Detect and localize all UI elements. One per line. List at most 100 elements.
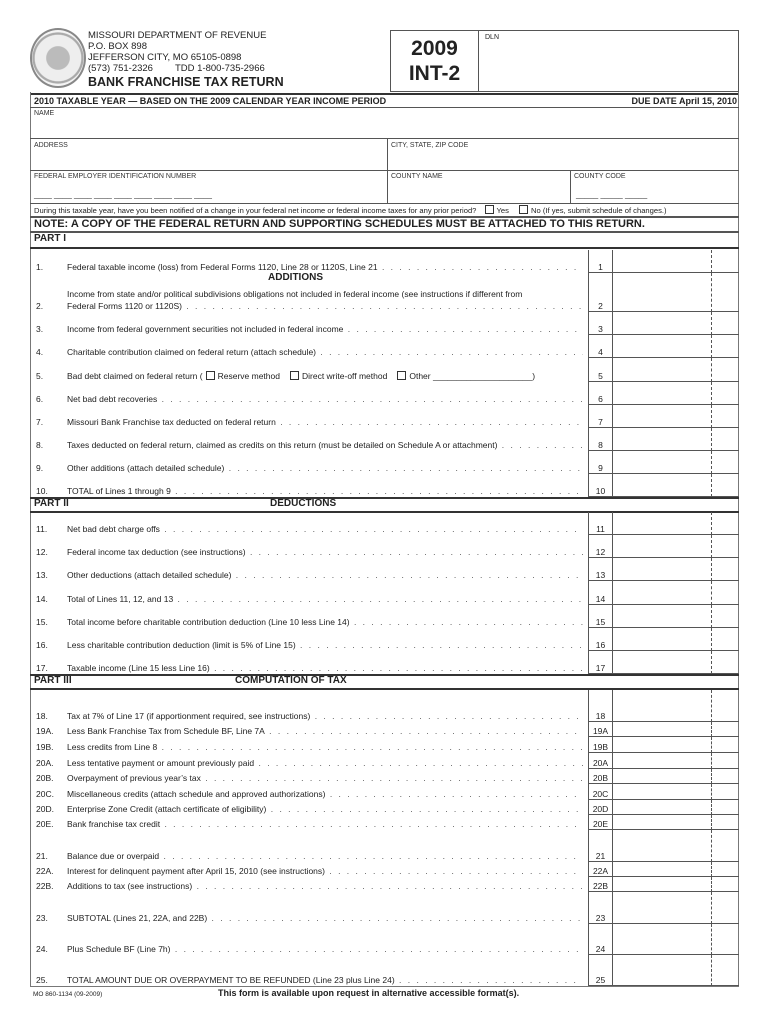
line-7-amount-field[interactable] [612,405,739,428]
line-box: 20A [588,753,613,769]
line-8-amount-field[interactable] [612,428,739,451]
line-box-number: 13 [595,570,606,580]
line-box-number: 20B [592,773,609,783]
line-text: Less credits from Line 8 [67,742,158,752]
dot-leader: . . . . . . . . . . . . . . . . . . . . … [211,913,583,923]
line-17-amount-field[interactable] [612,651,739,674]
line-21-amount-field[interactable] [612,830,739,862]
line-box: 19A [588,722,613,737]
line-number: 12. [36,547,48,557]
line-number: 21. [36,851,48,861]
line-box-number: 2 [598,301,603,311]
county-code-field[interactable]: _____ _____ _____ [576,190,648,199]
name-label: NAME [34,110,55,117]
line-14-amount-field[interactable] [612,581,739,605]
line-number: 19A. [36,726,54,736]
form-title: BANK FRANCHISE TAX RETURN [88,75,284,89]
line-20B-row: 20B. Overpayment of previous year’s tax … [30,769,739,784]
line-box-number: 17 [595,663,606,673]
line-13-amount-field[interactable] [612,558,739,581]
county-name-field[interactable] [388,171,569,203]
line-box-number: 19A [592,726,609,736]
reserve-method-checkbox[interactable] [205,371,215,380]
line-box-number: 3 [598,324,603,334]
line-description: Less Bank Franchise Tax from Schedule BF… [67,726,583,736]
direct-write-off-checkbox[interactable] [289,371,299,380]
line-text: SUBTOTAL (Lines 21, 22A, and 22B) [67,913,208,923]
city-state-zip-field[interactable] [388,139,738,170]
fein-field[interactable]: ____ ____ ____ ____ ____ ____ ____ ____ … [34,190,212,199]
line-22B-amount-field[interactable] [612,877,739,892]
line-text: Less charitable contribution deduction (… [67,640,296,650]
line-number: 10. [36,486,48,496]
address-field[interactable] [31,139,386,170]
dot-leader: . . . . . . . . . . . . . . . . . . . . … [177,594,583,604]
line-20C-amount-field[interactable] [612,784,739,800]
line-6-amount-field[interactable] [612,382,739,405]
no-checkbox[interactable] [519,205,529,214]
line-22A-amount-field[interactable] [612,862,739,877]
line-20A-amount-field[interactable] [612,753,739,769]
yes-checkbox[interactable] [484,205,494,214]
line-20C-row: 20C. Miscellaneous credits (attach sched… [30,784,739,800]
dot-leader: . . . . . . . . . . . . . . . . . . . . … [196,881,583,891]
line-6-row: 6. Net bad debt recoveries . . . . . . .… [30,382,739,405]
dot-leader: . . . . . . . . . . . . . . . . . . . . … [320,347,583,357]
line-5-amount-field[interactable] [612,358,739,382]
line-2-amount-field[interactable] [612,273,739,312]
name-field[interactable] [31,108,738,138]
line-number: 19B. [36,742,54,752]
line-box-number: 21 [595,851,606,861]
dot-leader: . . . . . . . . . . . . . . . . . . . . … [164,524,583,534]
line-23-amount-field[interactable] [612,892,739,924]
line-15-amount-field[interactable] [612,605,739,628]
line-box-number: 25 [595,975,606,985]
line-box-number: 1 [598,262,603,272]
line-box: 1 [588,250,613,273]
city-state-zip-label: CITY, STATE, ZIP CODE [391,142,469,149]
line-text: Less Bank Franchise Tax from Schedule BF… [67,726,265,736]
dot-leader: . . . . . . . . . . . . . . . . . . . . … [161,742,583,752]
line-box: 11 [588,512,613,535]
line-24-amount-field[interactable] [612,924,739,955]
line-box-number: 19B [592,742,609,752]
line-20D-amount-field[interactable] [612,800,739,815]
line-10-amount-field[interactable] [612,474,739,497]
line-text: Bad debt claimed on federal return ( [67,371,203,381]
line-box: 2 [588,273,613,312]
line-box: 18 [588,690,613,722]
dot-leader: . . . . . . . . . . . . . . . . . . . . … [329,789,583,799]
line-16-amount-field[interactable] [612,628,739,651]
line-text: Other additions (attach detailed schedul… [67,463,225,473]
other-field[interactable]: _____________________ [432,371,533,381]
line-box: 16 [588,628,613,651]
fein-label: FEDERAL EMPLOYER IDENTIFICATION NUMBER [34,173,197,180]
line-20E-row: 20E. Bank franchise tax credit . . . . .… [30,815,739,830]
dln-box[interactable]: DLN [478,30,739,92]
dot-leader: . . . . . . . . . . . . . . . . . . . . … [269,726,583,736]
line-3-amount-field[interactable] [612,312,739,335]
line-box-number: 10 [595,486,606,496]
line-20B-amount-field[interactable] [612,769,739,784]
line-description: Additions to tax (see instructions) . . … [67,881,583,891]
line-20E-amount-field[interactable] [612,815,739,830]
line-18-amount-field[interactable] [612,690,739,722]
other-label: Other [409,371,431,381]
line-box-number: 20A [592,758,609,768]
line-19A-amount-field[interactable] [612,722,739,737]
other-checkbox[interactable] [397,371,407,380]
line-11-amount-field[interactable] [612,512,739,535]
line-19B-amount-field[interactable] [612,737,739,753]
line-box-number: 20D [592,804,609,814]
line-1-amount-field[interactable] [612,250,739,273]
line-box-number: 23 [595,913,606,923]
question-text: During this taxable year, have you been … [34,206,477,215]
line-number: 3. [36,324,44,334]
line-12-amount-field[interactable] [612,535,739,558]
line-text: Taxes deducted on federal return, claime… [67,440,498,450]
line-9-row: 9. Other additions (attach detailed sche… [30,451,739,474]
line-9-amount-field[interactable] [612,451,739,474]
line-4-amount-field[interactable] [612,335,739,358]
line-25-amount-field[interactable] [612,955,739,986]
